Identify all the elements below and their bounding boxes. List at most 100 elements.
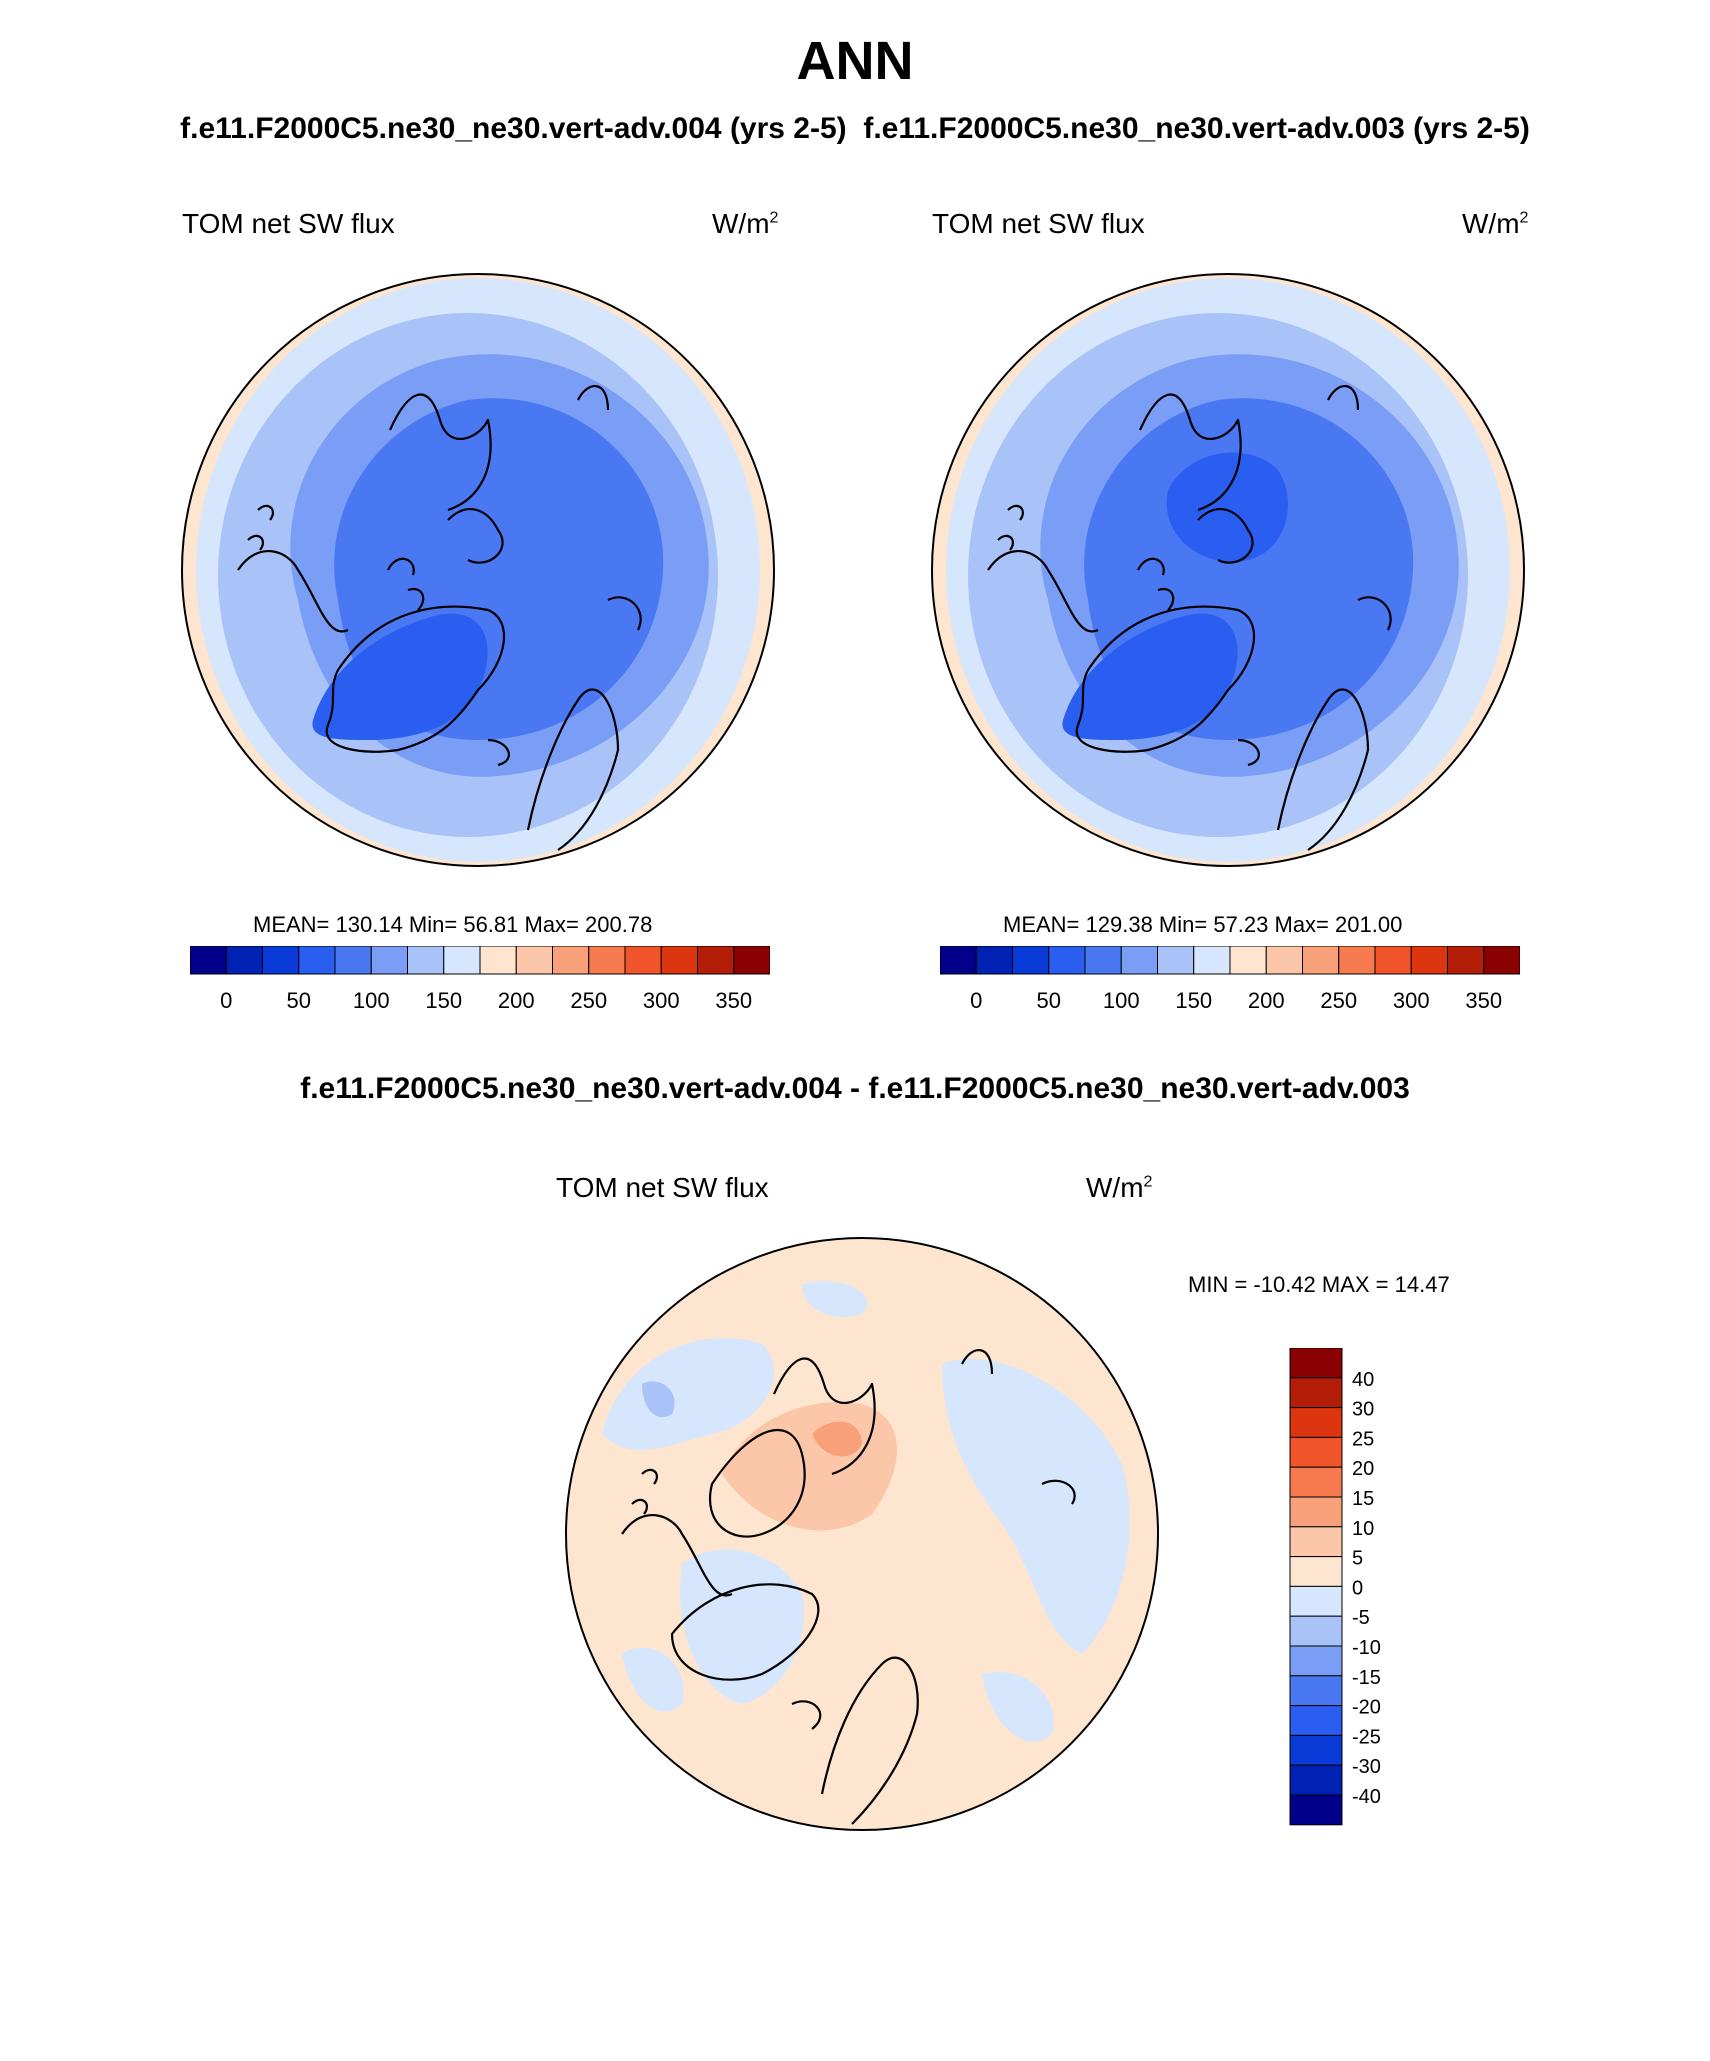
difference-stats: MIN = -10.42 MAX = 14.47 xyxy=(1188,1272,1450,1297)
panel1-colorbar-box xyxy=(479,946,517,975)
panel1-colorbar-box xyxy=(697,946,735,975)
panel2-colorbar-box xyxy=(940,946,977,975)
panel1-colorbar-box xyxy=(624,946,662,975)
panel1-colorbar-tick-label: 250 xyxy=(570,988,607,1013)
difference-units-base: W/m xyxy=(1086,1172,1144,1203)
panel1-colorbar: 0 50 100 150 200 250 300 350 xyxy=(190,946,770,1013)
difference-title: f.e11.F2000C5.ne30_ne30.vert-adv.004 - f… xyxy=(300,1072,1410,1105)
difference-units-exp: 2 xyxy=(1143,1173,1153,1191)
figure-subtitle: f.e11.F2000C5.ne30_ne30.vert-adv.004 (yr… xyxy=(180,112,1530,145)
panel1-colorbar-box xyxy=(660,946,698,975)
figure-title: ANN xyxy=(796,31,914,91)
panel2-units: W/m2 xyxy=(1462,208,1528,240)
panel2-colorbar-box xyxy=(1265,946,1303,975)
panel1-colorbar-box xyxy=(225,946,263,975)
panel1-units-exp: 2 xyxy=(769,209,779,227)
panel2-colorbar-box xyxy=(1012,946,1050,975)
panel2-colorbar-box xyxy=(1338,946,1376,975)
difference-colorbar: 40 30 25 20 15 10 5 0 -5 -10 -15 -20 -25 -30 -40 xyxy=(1289,1348,1381,1826)
difference-colorbar-box xyxy=(1289,1496,1343,1528)
difference-colorbar-tick-label: 15 xyxy=(1352,1488,1374,1510)
difference-colorbar-tick-label: 25 xyxy=(1352,1428,1374,1450)
panel2-colorbar-tick-label: 200 xyxy=(1248,988,1285,1013)
difference-colorbar-tick-label: 20 xyxy=(1352,1458,1374,1480)
panel1-colorbar-box xyxy=(552,946,590,975)
difference-units: W/m2 xyxy=(1086,1172,1152,1204)
panel2-colorbar-tick-label: 100 xyxy=(1103,988,1140,1013)
difference-colorbar-box xyxy=(1289,1615,1343,1647)
difference-colorbar-tick-label: 10 xyxy=(1352,1518,1374,1540)
panel2-stats: MEAN= 129.38 Min= 57.23 Max= 201.00 xyxy=(1003,912,1403,937)
panel1-colorbar-tick-label: 350 xyxy=(715,988,752,1013)
panel2-colorbar-box xyxy=(1447,946,1485,975)
panel2-units-base: W/m xyxy=(1462,208,1520,239)
panel1-colorbar-box xyxy=(190,946,227,975)
difference-colorbar-box xyxy=(1289,1526,1343,1558)
difference-colorbar-box xyxy=(1289,1377,1343,1409)
panel2-colorbar-box xyxy=(1483,946,1520,975)
difference-colorbar-boxes xyxy=(1289,1348,1343,1826)
panel1-colorbar-tick-label: 50 xyxy=(287,988,311,1013)
panel2-variable-label: TOM net SW flux xyxy=(932,208,1145,239)
panel2-colorbar-box xyxy=(1193,946,1231,975)
difference-colorbar-tick-label: -30 xyxy=(1352,1756,1381,1778)
panel1-colorbar-box xyxy=(262,946,300,975)
difference-colorbar-tick-label: -20 xyxy=(1352,1697,1381,1719)
panel2-colorbar-tick-label: 0 xyxy=(970,988,982,1013)
panel2-colorbar-tick-label: 150 xyxy=(1175,988,1212,1013)
panel2-polar-map xyxy=(931,273,1525,867)
difference-colorbar-box xyxy=(1289,1407,1343,1438)
panel1-colorbar-ticks: 0 50 100 150 200 250 300 350 xyxy=(220,988,752,1013)
panel2-colorbar-box xyxy=(1120,946,1158,975)
panel2-colorbar-box xyxy=(1410,946,1448,975)
difference-colorbar-box xyxy=(1289,1556,1343,1587)
panel1-colorbar-tick-label: 200 xyxy=(498,988,535,1013)
difference-colorbar-tick-label: -10 xyxy=(1352,1637,1381,1659)
panel2-units-exp: 2 xyxy=(1519,209,1529,227)
panel1-colorbar-tick-label: 100 xyxy=(353,988,390,1013)
difference-colorbar-tick-label: -15 xyxy=(1352,1667,1381,1689)
difference-colorbar-box xyxy=(1289,1585,1343,1617)
difference-colorbar-tick-label: -5 xyxy=(1352,1607,1370,1629)
difference-colorbar-tick-label: 40 xyxy=(1352,1369,1374,1391)
difference-colorbar-box xyxy=(1289,1466,1343,1498)
difference-colorbar-box xyxy=(1289,1705,1343,1736)
panel1-colorbar-box xyxy=(334,946,372,975)
difference-colorbar-tick-label: 0 xyxy=(1352,1577,1363,1599)
difference-colorbar-box xyxy=(1289,1348,1343,1379)
panel1-colorbar-box xyxy=(298,946,336,975)
panel1-variable-label: TOM net SW flux xyxy=(182,208,395,239)
panel2-colorbar-box xyxy=(1229,946,1267,975)
difference-variable-label: TOM net SW flux xyxy=(556,1172,769,1203)
panel1-colorbar-box xyxy=(515,946,553,975)
panel1-colorbar-box xyxy=(443,946,481,975)
panel1-colorbar-box xyxy=(733,946,770,975)
difference-colorbar-tick-label: 5 xyxy=(1352,1548,1363,1570)
difference-colorbar-box xyxy=(1289,1675,1343,1707)
difference-colorbar-box xyxy=(1289,1436,1343,1468)
panel2-colorbar-box xyxy=(975,946,1013,975)
panel1-stats: MEAN= 130.14 Min= 56.81 Max= 200.78 xyxy=(253,912,653,937)
panel1-colorbar-box xyxy=(588,946,626,975)
difference-polar-map xyxy=(565,1237,1159,1831)
difference-colorbar-box xyxy=(1289,1794,1343,1826)
panel1-colorbar-tick-label: 300 xyxy=(643,988,680,1013)
panel2-colorbar-box xyxy=(1084,946,1122,975)
difference-colorbar-box xyxy=(1289,1764,1343,1796)
panel1-colorbar-tick-label: 150 xyxy=(425,988,462,1013)
panel2-colorbar-box xyxy=(1048,946,1086,975)
difference-colorbar-box xyxy=(1289,1734,1343,1766)
panel2-colorbar-ticks: 0 50 100 150 200 250 300 350 xyxy=(970,988,1502,1013)
panel2-colorbar-tick-label: 350 xyxy=(1465,988,1502,1013)
difference-colorbar-box xyxy=(1289,1645,1343,1677)
panel2-colorbar-tick-label: 300 xyxy=(1393,988,1430,1013)
panel2-colorbar-box xyxy=(1157,946,1195,975)
panel1-units-base: W/m xyxy=(712,208,770,239)
difference-colorbar-tick-label: -25 xyxy=(1352,1726,1381,1748)
panel2-colorbar-tick-label: 250 xyxy=(1320,988,1357,1013)
difference-colorbar-tick-label: 30 xyxy=(1352,1399,1374,1421)
panel1-colorbar-box xyxy=(407,946,445,975)
panel2-colorbar: 0 50 100 150 200 250 300 350 xyxy=(940,946,1520,1013)
panel2-colorbar-box xyxy=(1302,946,1340,975)
panel1-polar-map xyxy=(181,273,775,867)
